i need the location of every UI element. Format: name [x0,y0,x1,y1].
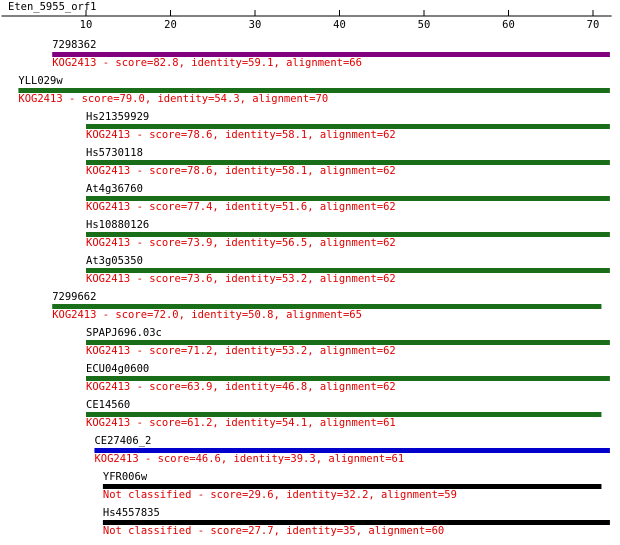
x-tick-label: 70 [587,19,600,31]
hit-name: YLL029w [18,75,63,87]
hit-bar [18,88,610,93]
hit-bar [52,52,610,57]
hit-label: KOG2413 - score=63.9, identity=46.8, ali… [86,381,396,393]
hit-label: Not classified - score=27.7, identity=35… [103,525,444,537]
hit-bar [86,196,610,201]
x-tick-label: 40 [333,19,346,31]
hit-label: KOG2413 - score=82.8, identity=59.1, ali… [52,57,362,69]
hit-name: 7299662 [52,291,96,303]
x-tick-label: 60 [502,19,515,31]
hit-bar [52,304,602,309]
hit-label: KOG2413 - score=46.6, identity=39.3, ali… [94,453,404,465]
hit-name: ECU04g0600 [86,363,149,375]
hit-bar [102,484,602,489]
hit-bar [86,160,610,165]
x-tick-label: 30 [249,19,262,31]
hit-label: KOG2413 - score=78.6, identity=58.1, ali… [86,165,396,177]
hit-name: Hs10880126 [86,219,149,231]
x-tick-label: 20 [164,19,177,31]
hit-name: Hs21359929 [86,111,149,123]
hit-bar [86,412,602,417]
hit-bar [94,448,610,453]
x-tick-label: 10 [80,19,93,31]
hit-name: At4g36760 [86,183,143,195]
chart-title: Eten_5955_orf1 [8,1,97,13]
hit-name: CE27406_2 [94,435,151,447]
hit-bar [102,520,610,525]
hit-label: KOG2413 - score=72.0, identity=50.8, ali… [52,309,362,321]
hit-name: YFR006w [103,471,148,483]
hit-label: KOG2413 - score=61.2, identity=54.1, ali… [86,417,396,429]
hit-label: KOG2413 - score=73.6, identity=53.2, ali… [86,273,396,285]
hit-name: Hs5730118 [86,147,143,159]
hit-label: KOG2413 - score=73.9, identity=56.5, ali… [86,237,396,249]
hit-label: KOG2413 - score=79.0, identity=54.3, ali… [18,93,328,105]
hit-bar [86,232,610,237]
hit-bar [86,376,610,381]
hit-bar [86,268,610,273]
hit-bar [86,124,610,129]
hit-name: CE14560 [86,399,130,411]
hit-name: 7298362 [52,39,96,51]
hit-label: Not classified - score=29.6, identity=32… [103,489,457,501]
hit-label: KOG2413 - score=78.6, identity=58.1, ali… [86,129,396,141]
hit-bar [86,340,610,345]
hit-name: Hs4557835 [103,507,160,519]
hit-name: SPAPJ696.03c [86,327,162,339]
hit-name: At3g05350 [86,255,143,267]
hit-label: KOG2413 - score=71.2, identity=53.2, ali… [86,345,396,357]
hit-label: KOG2413 - score=77.4, identity=51.6, ali… [86,201,396,213]
x-tick-label: 50 [418,19,431,31]
